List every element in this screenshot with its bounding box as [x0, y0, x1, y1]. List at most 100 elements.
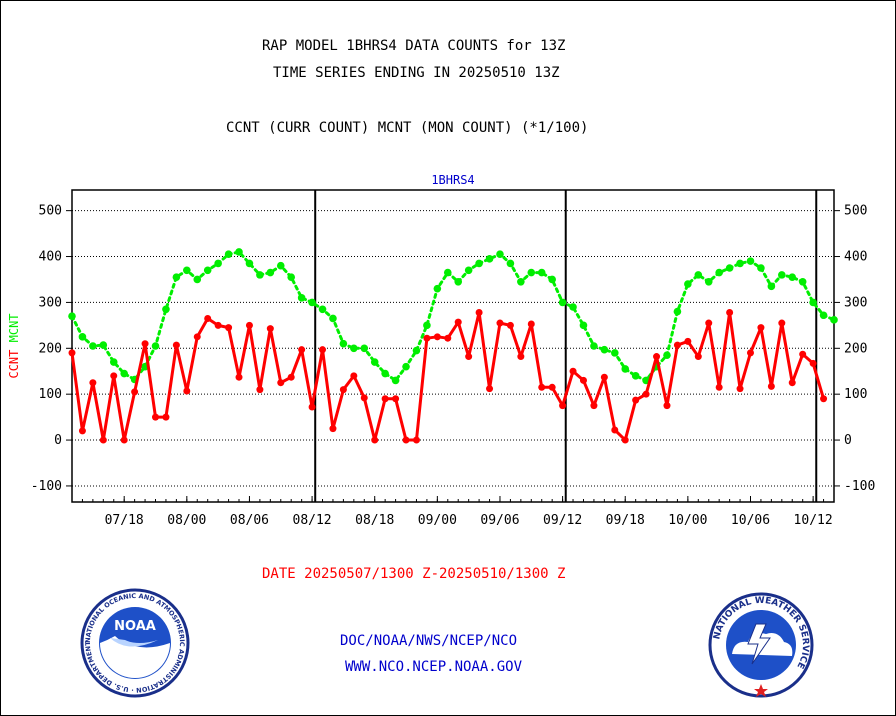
nws-logo: NATIONAL WEATHER SERVICE — [708, 592, 814, 698]
mcnt-point — [673, 307, 682, 316]
ccnt-point — [454, 318, 462, 326]
ccnt-point — [214, 321, 222, 329]
ccnt-point — [329, 425, 337, 433]
mcnt-point — [235, 248, 243, 256]
ccnt-point — [820, 395, 828, 403]
mcnt-point — [600, 345, 609, 354]
ccnt-point — [266, 325, 274, 333]
y-tick-label-right: 500 — [844, 204, 867, 219]
ccnt-point — [465, 353, 473, 361]
mcnt-point — [224, 250, 233, 259]
ccnt-point — [110, 372, 118, 380]
ccnt-point — [392, 395, 400, 403]
y-axis-label-mcnt: MCNT — [7, 313, 21, 349]
mcnt-point — [715, 268, 723, 277]
ccnt-point — [350, 372, 358, 380]
ccnt-point — [788, 379, 796, 387]
mcnt-point — [621, 365, 630, 373]
ccnt-point — [538, 383, 546, 391]
mcnt-point — [694, 271, 703, 279]
ccnt-point — [245, 321, 253, 329]
ccnt-point — [183, 387, 191, 395]
mcnt-point — [151, 342, 160, 350]
website-label: WWW.NCO.NCEP.NOAA.GOV — [345, 659, 523, 675]
mcnt-point — [339, 339, 348, 348]
mcnt-point — [266, 268, 275, 277]
y-tick-label-left: 300 — [39, 295, 62, 310]
mcnt-point — [172, 273, 181, 281]
ccnt-point — [736, 385, 744, 393]
mcnt-point — [788, 273, 797, 281]
ccnt-point — [486, 385, 494, 393]
date-range-label: DATE 20250507/1300 Z-20250510/1300 Z — [262, 566, 566, 582]
mcnt-point — [631, 372, 640, 380]
mcnt-point — [297, 294, 306, 302]
x-tick-label: 09/06 — [480, 513, 519, 528]
mcnt-point — [819, 311, 828, 320]
ccnt-point — [746, 349, 754, 357]
mcnt-point — [370, 358, 379, 366]
ccnt-point — [527, 320, 535, 328]
mcnt-point — [548, 275, 556, 284]
ccnt-point — [475, 309, 483, 317]
ccnt-point — [298, 346, 306, 354]
mcnt-point — [245, 259, 254, 268]
mcnt-point — [704, 277, 713, 286]
ccnt-point — [360, 394, 368, 402]
ccnt-point — [496, 319, 504, 327]
x-tick-label: 08/00 — [167, 513, 206, 528]
ccnt-point — [579, 376, 587, 384]
ccnt-point — [172, 341, 180, 349]
ccnt-point — [68, 349, 76, 357]
ccnt-point — [444, 334, 452, 342]
y-tick-label-right: 0 — [844, 433, 852, 448]
x-tick-label: 07/18 — [105, 513, 144, 528]
ccnt-point — [559, 402, 567, 410]
ccnt-point — [141, 340, 149, 348]
mcnt-point — [214, 259, 222, 268]
x-tick-label: 09/00 — [418, 513, 457, 528]
x-tick-label: 08/18 — [355, 513, 394, 528]
ccnt-point — [402, 436, 410, 444]
ccnt-point — [642, 390, 650, 398]
mcnt-point — [610, 349, 619, 357]
y-tick-label-left: 400 — [39, 250, 62, 265]
ccnt-point — [225, 324, 233, 332]
mcnt-point — [381, 369, 389, 378]
y-tick-label-left: 200 — [39, 341, 62, 356]
ccnt-point — [569, 367, 577, 375]
mcnt-point — [318, 305, 327, 314]
ccnt-point — [621, 436, 629, 444]
ccnt-point — [433, 333, 441, 341]
ccnt-point — [235, 373, 243, 381]
mcnt-point — [485, 255, 494, 263]
chart-title-line-1: RAP MODEL 1BHRS4 DATA COUNTS for 13Z — [262, 38, 566, 54]
ccnt-point — [757, 324, 765, 332]
mcnt-point — [68, 312, 76, 320]
ccnt-point — [423, 334, 431, 342]
ccnt-point — [204, 314, 212, 322]
mcnt-point — [767, 282, 776, 291]
ccnt-point — [799, 350, 807, 358]
mcnt-point — [684, 280, 692, 288]
mcnt-point — [120, 369, 128, 378]
mcnt-point — [256, 271, 264, 279]
mcnt-point — [496, 250, 504, 259]
ccnt-point — [371, 436, 379, 444]
mcnt-point — [558, 298, 567, 307]
mcnt-point — [725, 264, 734, 272]
ccnt-point — [99, 436, 107, 444]
ccnt-point — [89, 379, 97, 387]
ccnt-point — [705, 319, 713, 327]
ccnt-point — [277, 379, 285, 387]
noaa-wordmark: NOAA — [114, 619, 156, 634]
mcnt-point — [89, 342, 97, 350]
mcnt-point — [308, 298, 316, 307]
ccnt-point — [767, 382, 775, 390]
y-tick-label-right: 300 — [844, 295, 867, 310]
y-tick-label-right: 100 — [844, 387, 867, 402]
mcnt-point — [99, 341, 108, 349]
mcnt-point — [433, 284, 442, 293]
ccnt-point — [506, 321, 514, 329]
